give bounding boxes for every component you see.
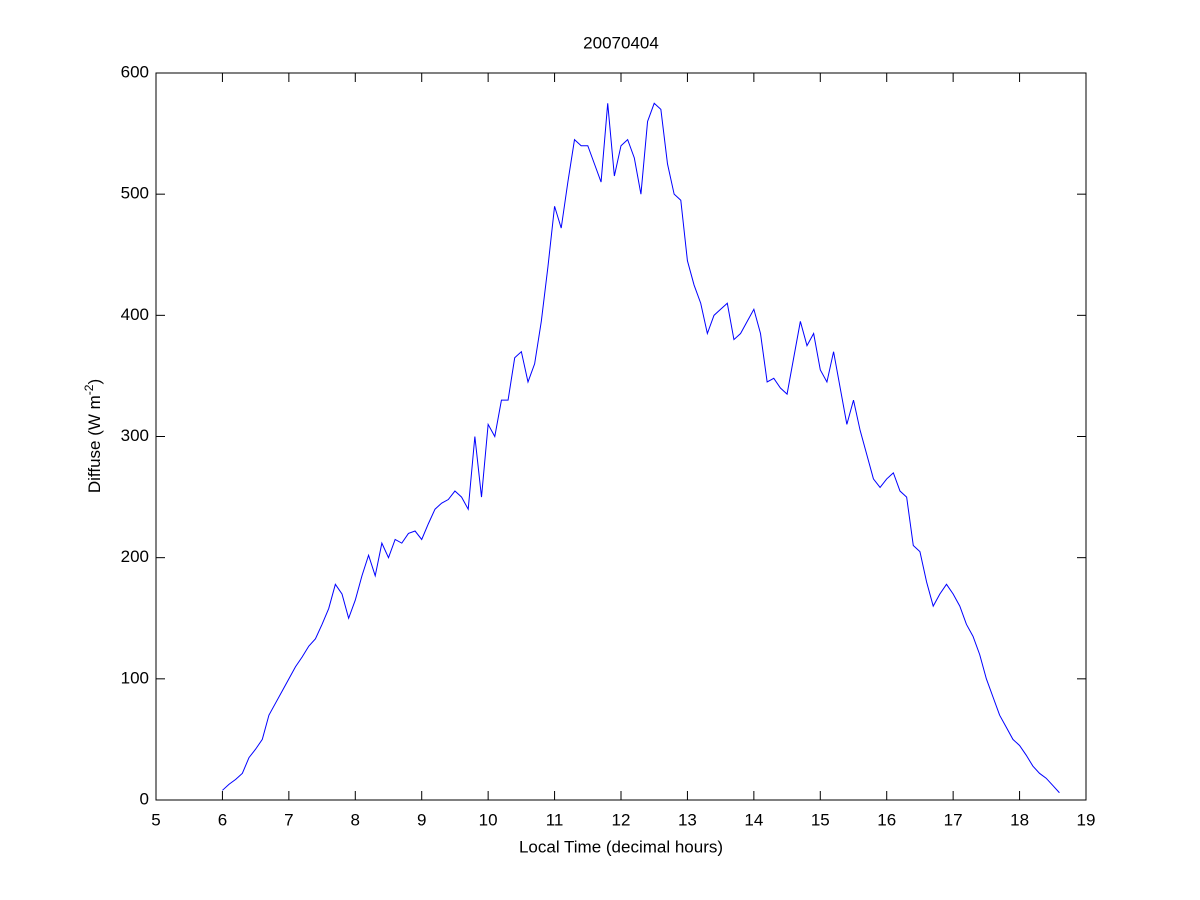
chart-title: 20070404: [583, 33, 659, 52]
y-axis-label-text: Diffuse (W m: [85, 395, 104, 493]
x-tick-label: 5: [151, 810, 160, 829]
x-tick-label: 16: [877, 810, 896, 829]
data-line: [222, 102, 1060, 794]
y-axis-label: Diffuse (W m-2): [82, 379, 104, 493]
x-tick-label: 7: [284, 810, 293, 829]
x-tick-label: 17: [944, 810, 963, 829]
y-axis-label-text: ): [85, 379, 104, 385]
y-tick-label: 200: [121, 547, 149, 566]
x-tick-label: 6: [218, 810, 227, 829]
x-tick-label: 13: [678, 810, 697, 829]
y-tick-label: 500: [121, 184, 149, 203]
y-tick-label: 400: [121, 305, 149, 324]
y-axis-label-superscript: -2: [82, 384, 96, 395]
x-tick-label: 19: [1077, 810, 1096, 829]
y-tick-label: 100: [121, 668, 149, 687]
y-tick-label: 0: [140, 789, 149, 808]
x-tick-label: 11: [546, 810, 564, 829]
y-tick-label: 300: [121, 426, 149, 445]
x-tick-label: 18: [1010, 810, 1029, 829]
x-tick-label: 14: [744, 810, 763, 829]
x-tick-label: 12: [612, 810, 631, 829]
x-tick-label: 15: [811, 810, 830, 829]
x-tick-label: 8: [351, 810, 360, 829]
x-tick-label: 10: [479, 810, 498, 829]
x-tick-label: 9: [417, 810, 426, 829]
y-tick-label: 600: [121, 62, 149, 81]
x-axis-label: Local Time (decimal hours): [519, 837, 723, 856]
